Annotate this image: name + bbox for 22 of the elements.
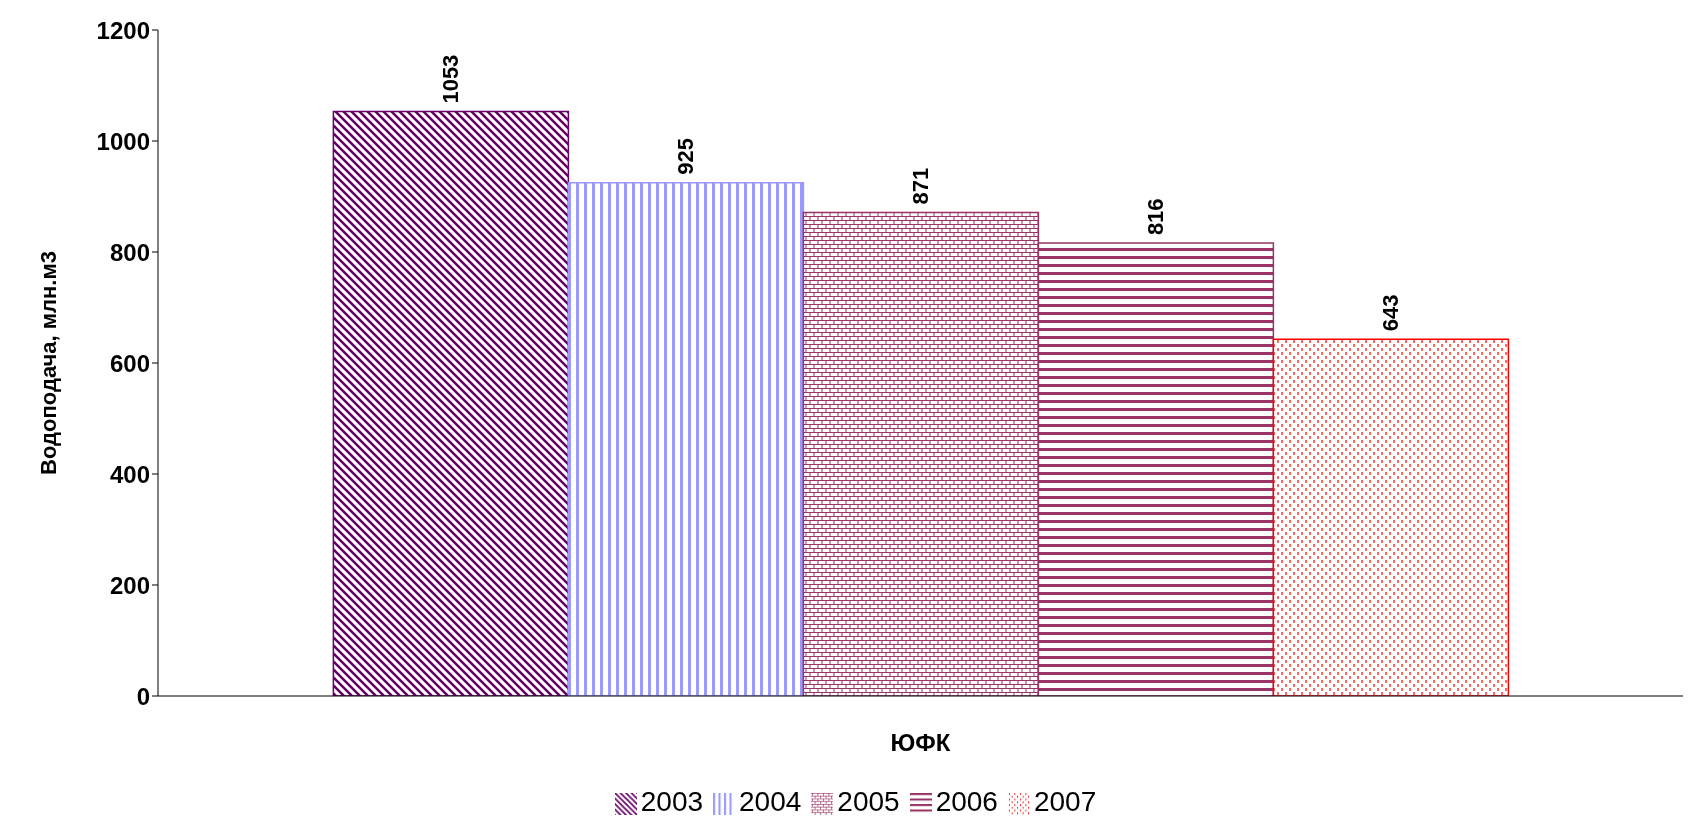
bar (567, 181, 805, 696)
y-axis-title: Водоподача, млн.м3 (35, 251, 61, 475)
data-label: 925 (673, 137, 699, 175)
legend-label: 2004 (739, 786, 802, 817)
data-label: 1053 (438, 54, 464, 104)
x-tick-label: ЮФК (890, 729, 951, 757)
legend-label: 2003 (640, 786, 704, 817)
legend-label: 2005 (837, 786, 900, 817)
y-tick-label: 1200 (96, 16, 150, 44)
legend-label: 2007 (1033, 786, 1097, 817)
legend-label: 2006 (935, 786, 998, 817)
y-tick-label: 200 (109, 571, 150, 599)
y-tick-label: 800 (109, 238, 150, 266)
data-label: 643 (1378, 294, 1404, 332)
y-tick-label: 600 (109, 349, 150, 377)
data-label: 816 (1143, 198, 1169, 236)
data-label: 871 (908, 167, 934, 205)
bar (332, 110, 570, 696)
bar (1272, 338, 1510, 696)
y-tick-label: 1000 (96, 127, 150, 155)
y-tick-label: 0 (136, 682, 150, 710)
y-tick-label: 400 (109, 460, 150, 488)
